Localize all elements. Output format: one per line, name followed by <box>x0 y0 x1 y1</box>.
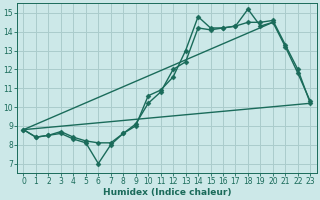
X-axis label: Humidex (Indice chaleur): Humidex (Indice chaleur) <box>103 188 231 197</box>
